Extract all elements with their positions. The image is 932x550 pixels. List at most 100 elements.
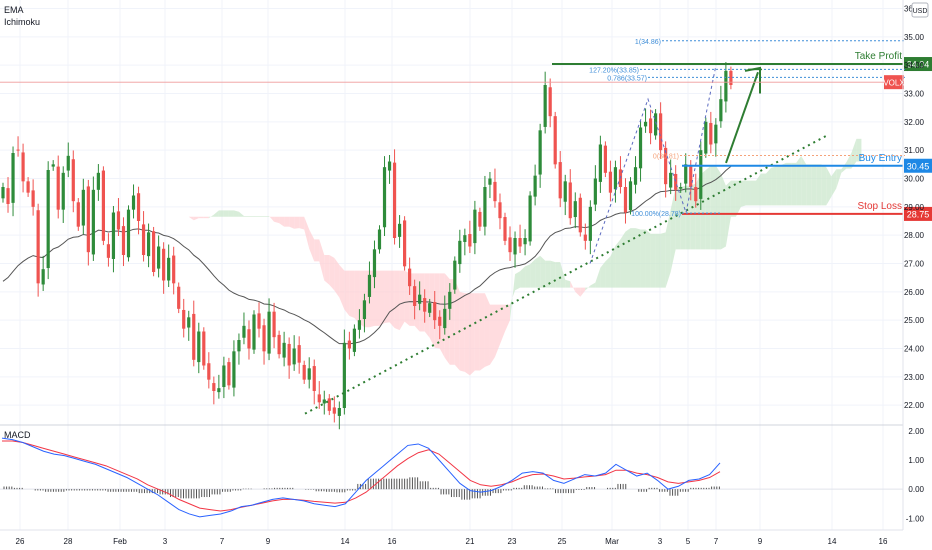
cloud-segment: [284, 216, 290, 227]
time-tick-label: 5: [686, 537, 691, 546]
time-tick-label: 3: [163, 537, 168, 546]
cloud-segment: [761, 173, 767, 206]
cloud-segment: [610, 245, 616, 288]
candle-body: [533, 175, 537, 197]
cloud-segment: [635, 228, 641, 288]
cloud-segment: [454, 279, 460, 371]
cloud-segment: [660, 232, 666, 288]
candle-body: [453, 260, 457, 290]
candle-body: [397, 223, 402, 237]
cloud-segment: [560, 262, 566, 288]
time-tick-label: 28: [64, 537, 73, 546]
candle-body: [126, 209, 131, 258]
price-tick-label: 24.00: [904, 345, 925, 354]
take-profit-price-text: 34.04: [907, 60, 930, 70]
chart-grid: [0, 0, 903, 530]
candle-body: [131, 195, 136, 210]
ichimoku-indicator-label[interactable]: Ichimoku: [4, 17, 41, 27]
cloud-segment: [218, 210, 224, 217]
candle-body: [367, 274, 372, 297]
harmonic-pattern: [589, 65, 717, 264]
cloud-segment: [715, 165, 721, 250]
cloud-segment: [590, 282, 596, 288]
cloud-segment: [329, 255, 335, 291]
fib-label: 100.00%(28.78): [631, 211, 681, 218]
time-tick-label: 3: [658, 537, 663, 546]
macd-indicator-label[interactable]: MACD: [4, 430, 31, 440]
time-tick-label: 9: [266, 537, 271, 546]
candle-body: [292, 348, 296, 365]
candle-body: [729, 70, 733, 85]
cloud-segment: [796, 155, 802, 206]
cloud-segment: [540, 255, 546, 288]
cloud-segment: [745, 180, 751, 206]
cloud-segment: [419, 273, 425, 332]
cloud-segment: [600, 261, 606, 288]
cloud-segment: [344, 270, 350, 316]
candle-body: [136, 193, 141, 221]
projection-arrow-shaft: [725, 71, 759, 164]
fib-label: 127.20%(33.85): [589, 67, 639, 74]
cloud-segment: [525, 264, 531, 288]
cloud-segment: [269, 216, 275, 222]
price-tick-label: 32.00: [904, 118, 925, 127]
cloud-segment: [243, 216, 249, 217]
price-tick-label: 34.00: [904, 61, 925, 70]
cloud-segment: [720, 173, 726, 250]
candle-body: [513, 238, 517, 255]
price-tick-label: 22.00: [904, 401, 925, 410]
cloud-segment: [198, 216, 204, 219]
candle-body: [307, 368, 311, 380]
candle-body: [382, 167, 387, 228]
candle-body: [603, 145, 607, 173]
time-tick-label: 14: [341, 537, 350, 546]
candle-body: [709, 122, 713, 145]
cloud-segment: [254, 216, 260, 217]
cloud-segment: [670, 187, 676, 272]
fib-label: 1(34.86): [635, 39, 661, 46]
cloud-segment: [580, 287, 586, 297]
candle-body: [297, 345, 301, 363]
cloud-segment: [294, 216, 300, 229]
candle-body: [302, 364, 306, 380]
stop-loss-price-tag: [904, 206, 932, 221]
cloud-segment: [821, 164, 827, 206]
ema-indicator-label[interactable]: EMA: [4, 5, 24, 15]
candle-body: [558, 162, 562, 199]
candle-body: [71, 159, 75, 202]
cloud-segment: [469, 293, 475, 376]
candle-body: [413, 286, 417, 306]
price-tick-label: 30.00: [904, 175, 925, 184]
cloud-segment: [791, 162, 797, 206]
ticker-tag-text: VOLX: [883, 79, 905, 88]
cloud-segment: [279, 216, 285, 227]
candle-body: [182, 309, 186, 329]
cloud-segment: [650, 233, 656, 288]
support-trendline: [304, 135, 827, 415]
candle-body: [317, 394, 321, 403]
candle-body: [76, 202, 80, 227]
price-tick-label: 27.00: [904, 260, 925, 269]
cloud-segment: [570, 281, 576, 292]
macd-tick-label: 0.00: [908, 485, 924, 494]
cloud-segment: [565, 279, 571, 288]
candle-body: [638, 127, 643, 169]
candle-body: [51, 164, 55, 167]
price-tick-label: 26.00: [904, 288, 925, 297]
time-tick-label: 25: [558, 537, 567, 546]
candle-body: [458, 240, 462, 265]
time-tick-label: 7: [714, 537, 719, 546]
cloud-segment: [339, 264, 345, 310]
candle-body: [493, 181, 497, 202]
candle-body: [267, 311, 271, 354]
candle-body: [588, 206, 592, 241]
candle-body: [16, 149, 20, 151]
candle-body: [247, 329, 251, 349]
candle-body: [121, 226, 126, 255]
cloud-segment: [756, 173, 762, 206]
candle-body: [157, 246, 161, 269]
candle-body: [56, 166, 60, 210]
candle-body: [448, 291, 452, 309]
take-profit-price-tag: [904, 57, 932, 72]
